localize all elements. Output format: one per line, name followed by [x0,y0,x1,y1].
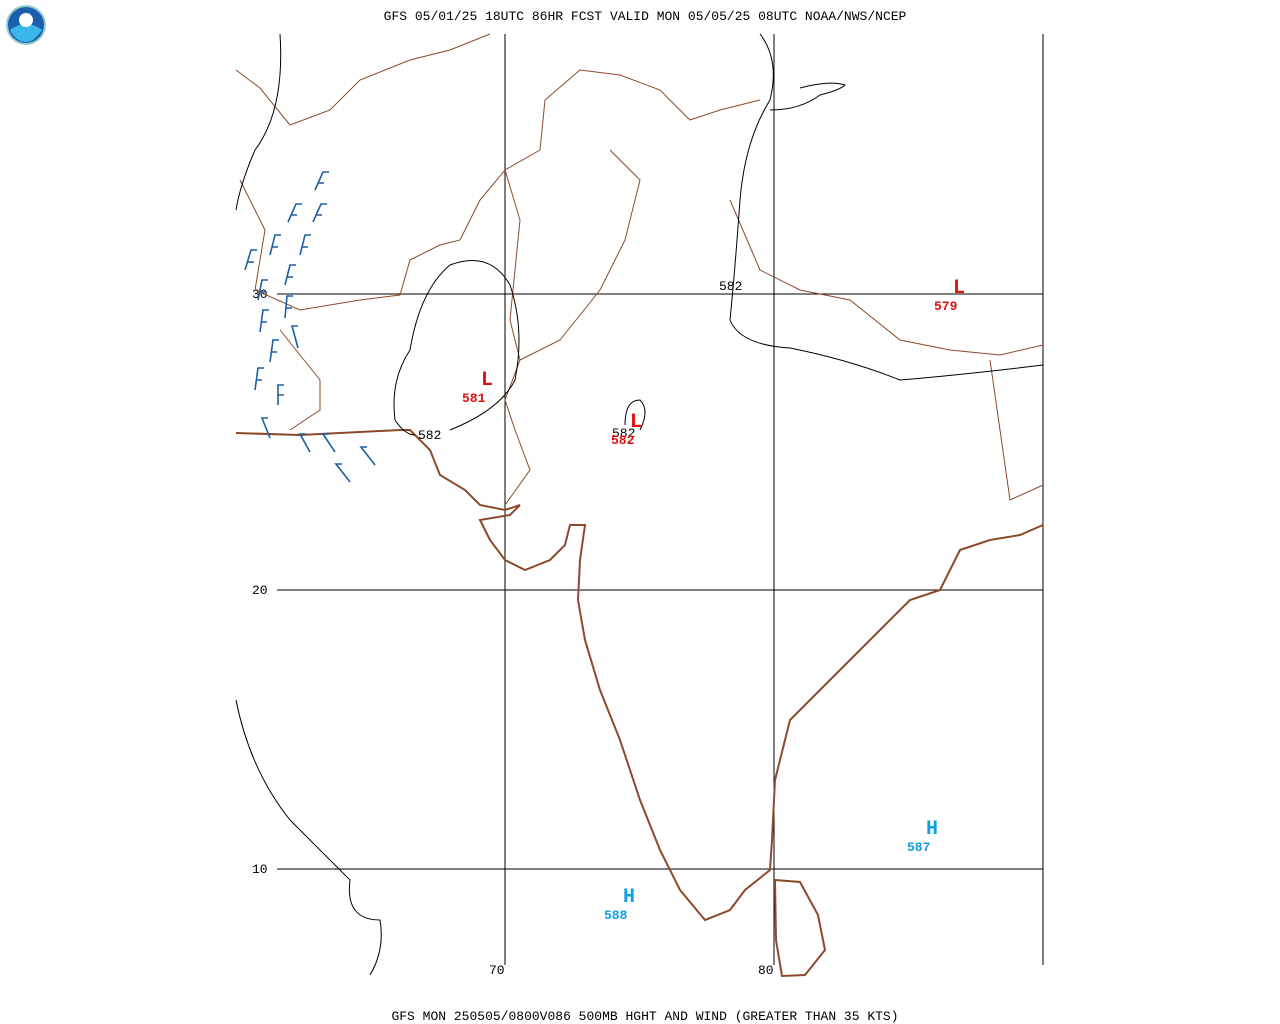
lon-label: 70 [489,963,505,978]
lon-label: 80 [758,963,774,978]
center-symbol: L [953,277,965,300]
center-value: 582 [611,433,635,448]
lat-label: 20 [252,583,268,598]
center-value: 587 [907,840,930,855]
contour-label: 582 [719,279,742,294]
noaa-logo [6,5,46,45]
center-value: 581 [462,391,486,406]
center-symbol: H [623,886,635,909]
wind-barbs [244,171,376,483]
grid-lines [277,34,1044,965]
center-symbol: L [630,411,642,434]
center-value: 588 [604,908,628,923]
height-contours [235,33,1044,976]
contour-label: 582 [612,426,635,441]
borders [235,33,1044,506]
lat-label: 10 [252,862,268,877]
center-symbol: H [926,818,938,841]
map-title: GFS 05/01/25 18UTC 86HR FCST VALID MON 0… [384,9,907,24]
center-value: 579 [934,299,958,314]
center-symbol: L [481,369,493,392]
map-caption: GFS MON 250505/0800V086 500MB HGHT AND W… [391,1009,898,1024]
contour-label: 582 [418,428,441,443]
coastline [235,429,1044,978]
